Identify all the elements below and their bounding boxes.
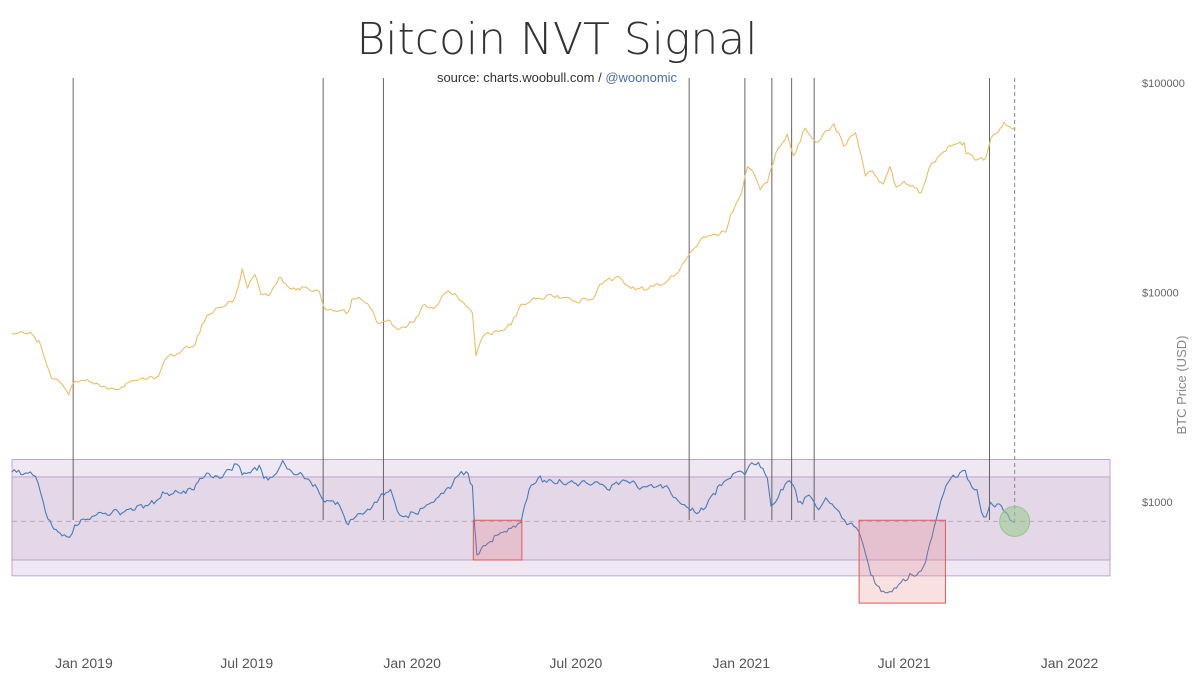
x-tick-label: Jul 2020: [549, 655, 602, 671]
x-tick-label: Jul 2021: [878, 655, 931, 671]
y-axis-label: BTC Price (USD): [1174, 336, 1189, 435]
x-tick-label: Jul 2019: [220, 655, 273, 671]
x-tick-label: Jan 2019: [55, 655, 113, 671]
y-tick-label: $10000: [1142, 288, 1179, 300]
subtitle-handle[interactable]: @woonomic: [605, 70, 677, 85]
price-line: [11, 121, 1016, 396]
chart-title: Bitcoin NVT Signal: [356, 14, 757, 65]
current-marker: [999, 505, 1031, 537]
x-tick-label: Jan 2022: [1041, 655, 1099, 671]
series-lines: [11, 121, 1016, 594]
highlight-boxes: [472, 505, 1031, 604]
highlight-box: [472, 519, 523, 561]
nvt-line: [11, 460, 1015, 594]
y-tick-label: $100000: [1142, 78, 1185, 90]
subtitle-source: source: charts.woobull.com /: [437, 70, 605, 85]
signal-lines: [72, 78, 1016, 522]
x-axis-ticks: Jan 2019 Jul 2019 Jan 2020 Jul 2020 Jan 2021…: [55, 655, 1098, 671]
inner-band: [11, 476, 1111, 561]
y-tick-label: $1000: [1142, 497, 1173, 509]
chart-subtitle: source: charts.woobull.com / @woonomic: [437, 70, 678, 85]
nvt-bands: [11, 459, 1111, 577]
x-tick-label: Jan 2020: [383, 655, 441, 671]
highlight-box: [858, 519, 946, 604]
y-axis-ticks: $100000 $10000 $1000: [1142, 78, 1185, 509]
x-tick-label: Jan 2021: [712, 655, 770, 671]
